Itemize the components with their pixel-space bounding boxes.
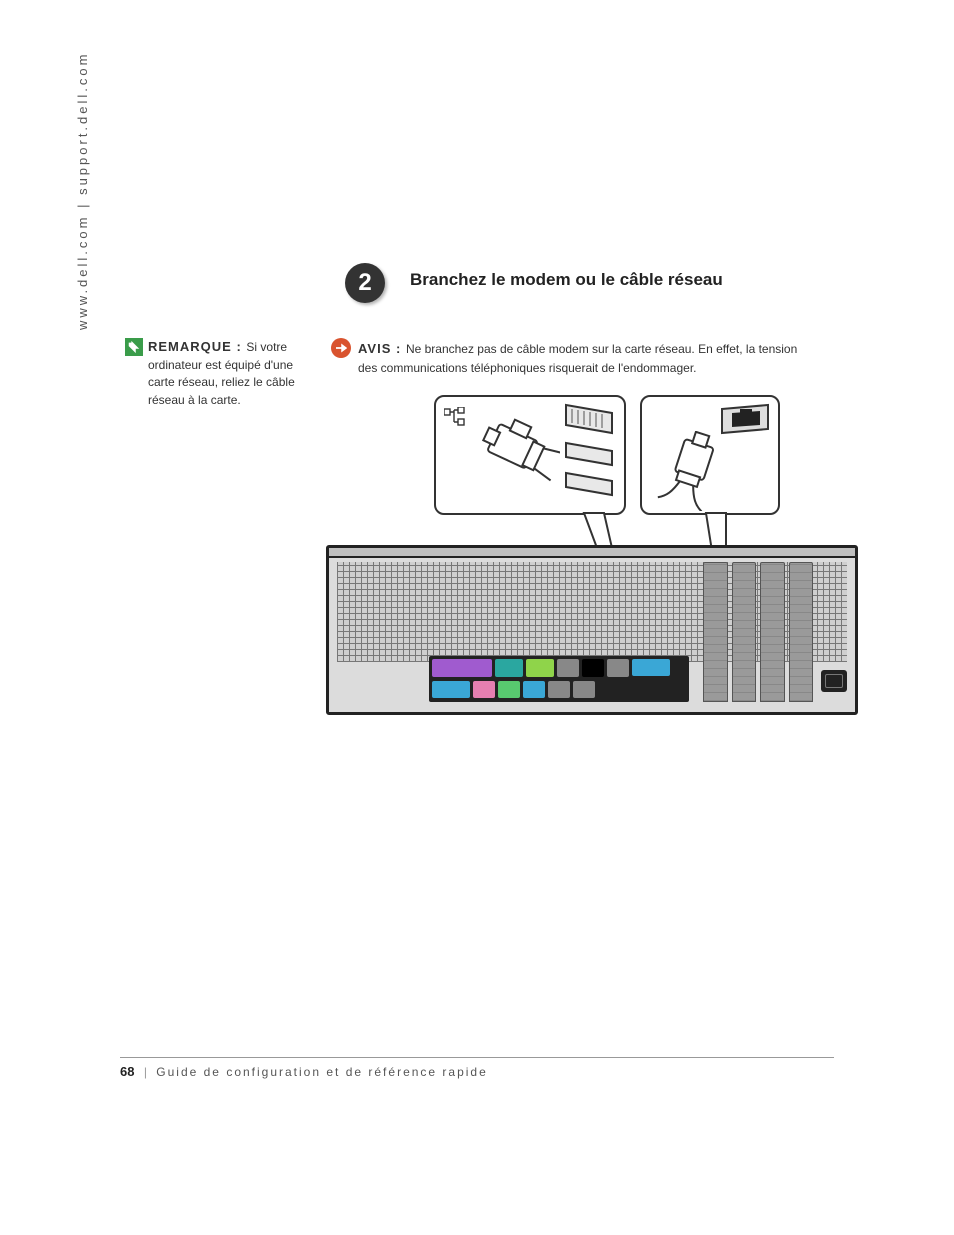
expansion-slots [703,562,813,702]
chassis-top-edge [329,548,855,558]
footer-text: Guide de configuration et de référence r… [156,1065,488,1079]
remarque-label: REMARQUE : [148,339,246,354]
avis-block: AVIS : Ne branchez pas de câble modem su… [358,339,818,377]
remarque-block: REMARQUE : Si votre ordinateur est équip… [148,338,308,409]
audio-out-port [498,681,520,698]
usb-port [573,681,595,698]
parallel-port [432,659,492,677]
connection-diagram [326,395,858,715]
audio-mic-port [473,681,495,698]
side-url-text: www.dell.com | support.dell.com [75,52,90,330]
page-number: 68 [120,1064,134,1079]
ps2-port [495,659,523,677]
expansion-slot [789,562,814,702]
io-port-strip [429,656,689,702]
note-icon [125,338,143,356]
footer-rule [120,1057,834,1058]
notice-icon [331,338,351,358]
avis-label: AVIS : [358,341,406,356]
page-footer: 68 | Guide de configuration et de référe… [120,1064,488,1079]
serial-port [632,659,670,676]
avis-text: Ne branchez pas de câble modem sur la ca… [358,342,797,375]
lan-port [582,659,604,677]
expansion-slot [732,562,757,702]
serial-port [432,681,470,698]
power-connector [821,670,847,692]
expansion-slot [760,562,785,702]
expansion-slot [703,562,728,702]
step-number-badge: 2 [345,263,385,303]
step-number: 2 [358,269,371,297]
footer-separator: | [144,1065,147,1079]
step-title: Branchez le modem ou le câble réseau [410,270,723,290]
usb-port [548,681,570,698]
audio-line-port [523,681,545,698]
computer-back-panel [326,545,858,715]
usb-port [557,659,579,677]
ps2-port [526,659,554,677]
usb-port [607,659,629,677]
